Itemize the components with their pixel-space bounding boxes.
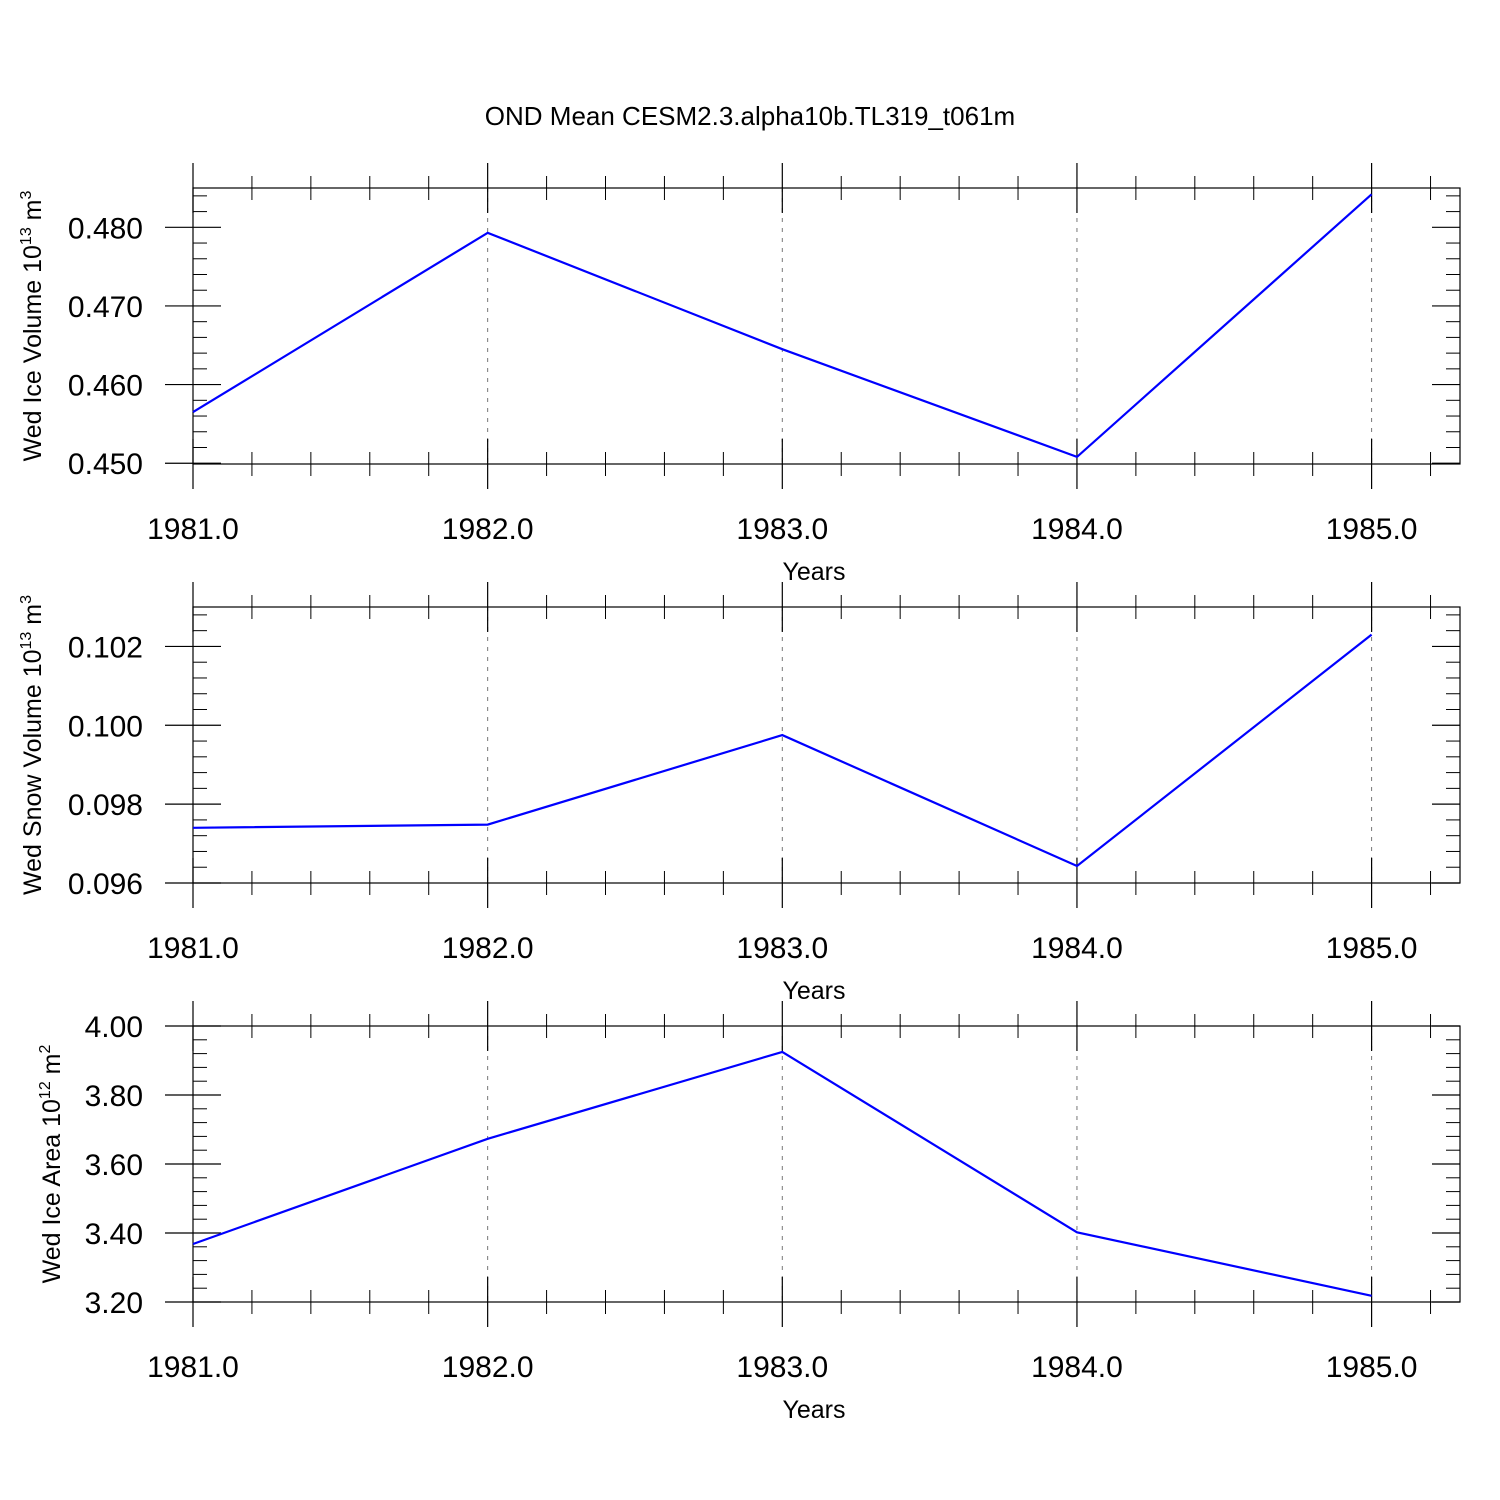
xlabel-snow-volume: Years bbox=[782, 977, 845, 1005]
y-tick-label: 3.80 bbox=[85, 1080, 143, 1113]
x-tick-label: 1985.0 bbox=[1326, 513, 1418, 546]
x-tick-label: 1983.0 bbox=[736, 513, 828, 546]
xlabel-ice-volume: Years bbox=[782, 558, 845, 586]
x-tick-label: 1982.0 bbox=[442, 932, 534, 965]
y-tick-label: 3.60 bbox=[85, 1149, 143, 1182]
ylabel-snow-volume: Wed Snow Volume 1013 m3 bbox=[18, 595, 47, 895]
panel-snow-volume: Wed Snow Volume 1013 m3 Years 1981.0 1982… bbox=[18, 582, 1461, 1005]
y-tick-label: 0.098 bbox=[68, 789, 143, 822]
x-tick-label: 1985.0 bbox=[1326, 1351, 1418, 1384]
y-tick-label: 0.450 bbox=[68, 448, 143, 481]
plot-frame-snow-volume bbox=[192, 606, 1461, 884]
x-tick-label: 1984.0 bbox=[1031, 932, 1123, 965]
x-tick-label: 1981.0 bbox=[147, 513, 239, 546]
x-tick-label: 1981.0 bbox=[147, 932, 239, 965]
xlabel-ice-area: Years bbox=[782, 1396, 845, 1424]
y-tick-label: 0.100 bbox=[68, 710, 143, 743]
y-tick-label: 0.470 bbox=[68, 291, 143, 324]
ylabel-ice-area: Wed Ice Area 1012 m2 bbox=[37, 1044, 66, 1283]
panel-ice-volume: Wed Ice Volume 1013 m3 Years 1981.0 1982.… bbox=[18, 163, 1461, 586]
x-tick-label: 1984.0 bbox=[1031, 513, 1123, 546]
y-tick-label: 0.096 bbox=[68, 868, 143, 901]
panel-ice-area: Wed Ice Area 1012 m2 Years 1981.0 1982.0 1… bbox=[37, 1001, 1461, 1424]
y-tick-label: 3.20 bbox=[85, 1287, 143, 1320]
series-line-ice-area bbox=[192, 1050, 1372, 1297]
x-tick-label: 1984.0 bbox=[1031, 1351, 1123, 1384]
y-tick-label: 0.460 bbox=[68, 370, 143, 403]
plot-frame-ice-volume bbox=[192, 187, 1461, 465]
series-line-snow-volume bbox=[192, 633, 1373, 868]
y-tick-label: 4.00 bbox=[85, 1011, 143, 1044]
x-tick-label: 1983.0 bbox=[736, 1351, 828, 1384]
x-tick-label: 1985.0 bbox=[1326, 932, 1418, 965]
x-tick-label: 1982.0 bbox=[442, 513, 534, 546]
series-line-ice-volume bbox=[192, 193, 1373, 459]
y-tick-label: 0.102 bbox=[68, 631, 143, 664]
ylabel-ice-volume: Wed Ice Volume 1013 m3 bbox=[18, 190, 47, 461]
chart-title: OND Mean CESM2.3.alpha10b.TL319_t061m bbox=[485, 101, 1015, 131]
y-tick-label: 3.40 bbox=[85, 1218, 143, 1251]
plot-frame-ice-area bbox=[192, 1025, 1461, 1303]
x-tick-label: 1981.0 bbox=[147, 1351, 239, 1384]
y-tick-label: 0.480 bbox=[68, 212, 143, 245]
x-tick-label: 1983.0 bbox=[736, 932, 828, 965]
x-tick-label: 1982.0 bbox=[442, 1351, 534, 1384]
